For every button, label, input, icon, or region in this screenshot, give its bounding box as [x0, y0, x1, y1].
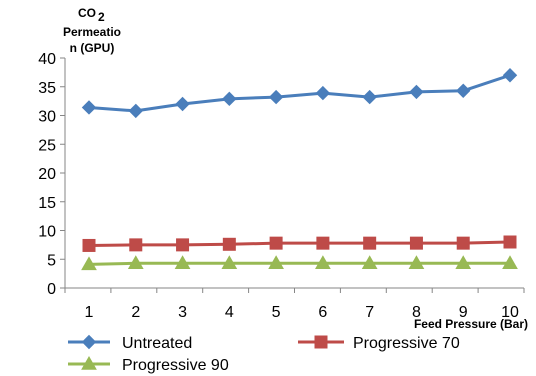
- y-axis-label-line: CO: [78, 6, 96, 20]
- y-tick-label: 10: [38, 224, 56, 241]
- data-point: [81, 100, 97, 115]
- y-axis-label-line: Permeatio: [63, 25, 121, 39]
- y-tick-label: 25: [38, 137, 56, 154]
- y-axis-label-line: n (GPU): [70, 41, 115, 55]
- legend-label: Progressive 90: [122, 357, 229, 374]
- data-point: [222, 237, 236, 251]
- x-tick-label: 1: [85, 304, 94, 321]
- data-point: [128, 103, 143, 119]
- data-point: [176, 238, 190, 252]
- x-tick-label: 8: [412, 304, 421, 321]
- data-point: [409, 236, 423, 250]
- series-untreated: [81, 68, 518, 119]
- data-point: [456, 236, 470, 250]
- legend-marker: [314, 335, 328, 349]
- y-tick-label: 20: [38, 166, 56, 183]
- data-point: [408, 255, 425, 270]
- data-point: [82, 238, 96, 252]
- legend-label: Progressive 70: [353, 335, 460, 352]
- y-tick-label: 5: [47, 252, 56, 269]
- y-axis-label-subscript: 2: [98, 10, 105, 24]
- data-point: [269, 236, 283, 250]
- data-point: [316, 236, 330, 250]
- y-tick-label: 15: [38, 195, 56, 212]
- data-point: [175, 96, 190, 112]
- data-point: [222, 91, 237, 107]
- series-group: [81, 68, 518, 271]
- legend-item: Progressive 90: [68, 355, 229, 374]
- series-progressive-70: [82, 235, 517, 252]
- data-point: [81, 256, 97, 271]
- y-tick-label: 0: [47, 281, 56, 298]
- y-tick-label: 35: [38, 80, 56, 97]
- data-point: [268, 89, 284, 105]
- series-line: [88, 240, 511, 247]
- data-point: [409, 84, 424, 100]
- x-tick-label: 4: [225, 304, 234, 321]
- data-point: [502, 255, 518, 270]
- data-point: [456, 83, 471, 98]
- data-point: [362, 89, 377, 105]
- data-point: [127, 255, 144, 270]
- x-tick-label: 3: [178, 304, 187, 321]
- data-point: [268, 255, 284, 270]
- series-line: [88, 73, 511, 113]
- x-tick-label: 2: [131, 304, 140, 321]
- data-point: [502, 68, 518, 83]
- series-line: [88, 261, 510, 266]
- data-point: [129, 238, 143, 252]
- data-point: [503, 235, 517, 249]
- legend-item: Progressive 70: [298, 335, 460, 352]
- x-tick-label: 6: [318, 304, 327, 321]
- x-axis-label: Feed Pressure (Bar): [414, 317, 528, 331]
- y-tick-label: 40: [38, 51, 56, 68]
- data-point: [174, 255, 191, 270]
- x-tick-label: 10: [501, 304, 519, 321]
- series-progressive-90: [81, 255, 518, 271]
- data-point: [315, 255, 331, 270]
- data-point: [455, 255, 472, 270]
- x-tick-label: 7: [365, 304, 374, 321]
- data-point: [315, 85, 331, 101]
- legend: Untreated Progressive 70 Progressive 90: [68, 334, 460, 374]
- x-tick-label: 5: [272, 304, 281, 321]
- data-point: [363, 236, 377, 250]
- legend-label: Untreated: [122, 335, 192, 352]
- x-tick-label: 9: [459, 304, 468, 321]
- legend-item: Untreated: [68, 334, 192, 352]
- data-point: [361, 255, 378, 270]
- legend-marker: [81, 355, 97, 370]
- legend-marker: [81, 334, 97, 350]
- y-tick-label: 30: [38, 109, 56, 126]
- data-point: [221, 255, 238, 270]
